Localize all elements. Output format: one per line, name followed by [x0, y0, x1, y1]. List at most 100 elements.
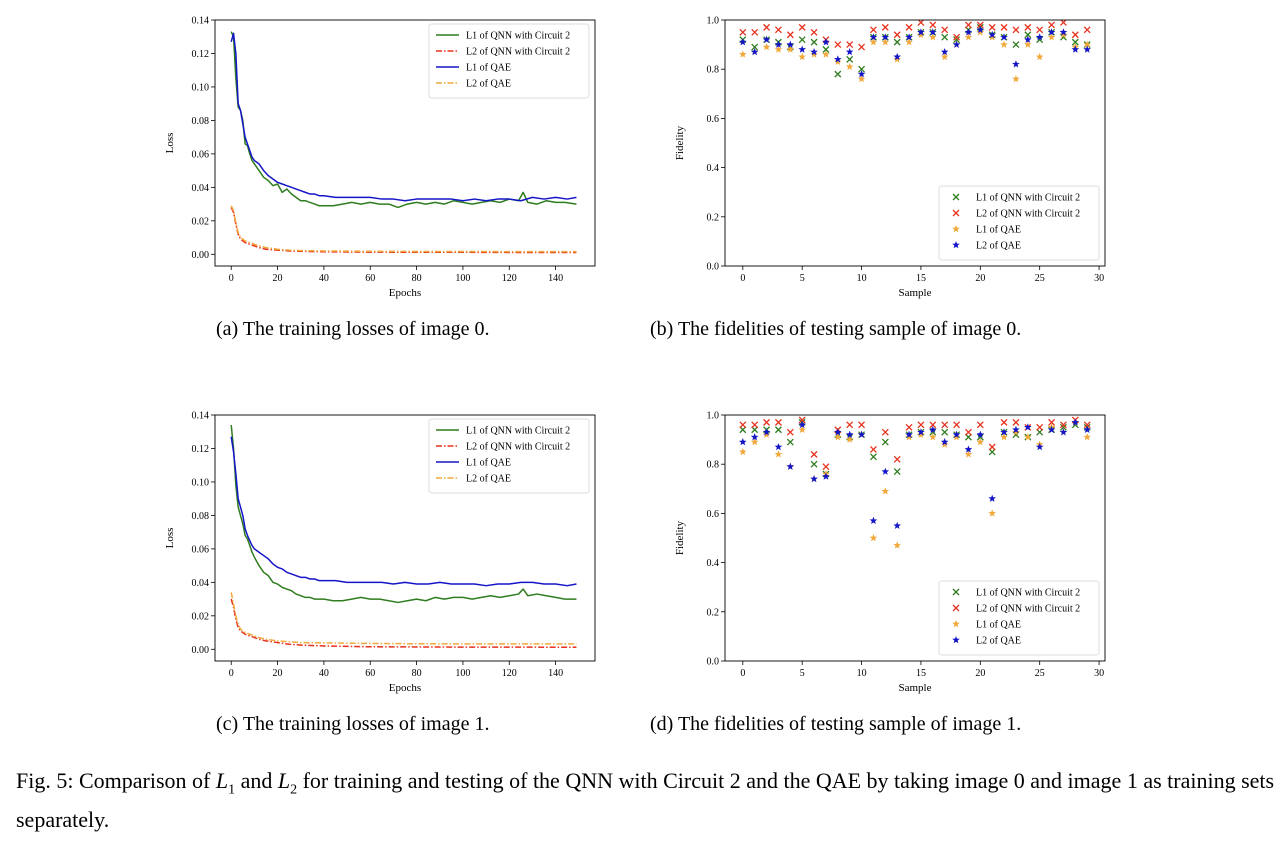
chart-d-series-2-point	[893, 541, 901, 549]
chart-a-training-losses-image-0: 0 20 40 60 80 100 120 140 0.00 0.02 0.04 0.06 0.08 0.…	[164, 16, 596, 299]
chart-b-series-1-point	[798, 23, 806, 31]
figure-caption-symbol-l2: L	[277, 768, 291, 793]
chart-d-series-1-point	[751, 421, 759, 429]
chart-b-series-1-point	[869, 26, 877, 34]
chart-d-series-2-point	[1012, 428, 1020, 436]
chart-b-x-tick-label: 0	[740, 273, 745, 284]
chart-d-series-1-point	[905, 423, 913, 431]
chart-b-x-tick-label: 10	[857, 273, 867, 284]
chart-b-series-1-point	[1024, 23, 1032, 31]
chart-d-series-1-point	[810, 450, 818, 458]
chart-c-x-axis-label: Epochs	[389, 682, 421, 694]
chart-c-x-tick-label: 120	[502, 668, 517, 679]
chart-d-series-0-point	[869, 453, 877, 461]
chart-b-series-2-point	[774, 45, 783, 53]
chart-b-series-2-point	[1035, 52, 1044, 61]
chart-d-series-2-point	[774, 450, 783, 458]
chart-b-x-tick-label: 20	[975, 273, 985, 284]
chart-d-series-1-point	[869, 445, 877, 453]
chart-b-series-2-point	[845, 62, 854, 70]
chart-d-x-tick-label: 30	[1094, 668, 1104, 679]
chart-c-y-tick-label: 0.10	[192, 477, 210, 488]
chart-d-legend-box	[938, 580, 1100, 656]
chart-d-series-3-point	[893, 521, 901, 529]
chart-d-series-2-point	[988, 509, 996, 517]
chart-d-series-1-point	[739, 421, 747, 429]
chart-d-series-2-point	[739, 447, 747, 456]
chart-b-series-0-point	[822, 46, 830, 53]
chart-d-series-3-point	[750, 433, 759, 441]
chart-b-series-3-point	[810, 47, 818, 56]
chart-b-series-0-point	[1036, 36, 1044, 44]
chart-b-series-1-point	[917, 20, 925, 26]
chart-b-series-3-point	[964, 28, 973, 36]
chart-d-y-tick-label: 0.0	[707, 657, 720, 668]
chart-d-series-1-point	[1012, 418, 1020, 426]
chart-b-legend: L1 of QNN with Circuit 2 L2 of QNN with C…	[938, 185, 1100, 261]
chart-d-series-0-point	[988, 448, 996, 456]
caption-b: (b) The fidelities of testing sample of …	[650, 318, 1022, 340]
chart-c-x-tick-label: 140	[548, 668, 563, 679]
chart-b-x-tick-label: 25	[1035, 273, 1045, 284]
chart-b-series-1-point	[893, 31, 901, 39]
chart-d-series-3-point	[917, 428, 925, 436]
chart-d-series-3-point	[810, 474, 818, 483]
chart-d-series-1-point	[1048, 418, 1056, 426]
chart-d-series-0-point	[964, 433, 972, 441]
chart-a-legend-label: L2 of QNN with Circuit 2	[466, 47, 570, 58]
chart-a-y-tick-label: 0.04	[192, 183, 210, 194]
chart-d-series-2-point	[929, 433, 937, 441]
figure-caption-symbol-l2-sub: 2	[290, 782, 298, 798]
chart-d-series-0-point	[1071, 421, 1079, 429]
chart-d-series-2-point	[869, 534, 878, 542]
chart-d-series-0-point	[1036, 428, 1044, 436]
chart-b-series-0-point	[751, 43, 759, 51]
chart-a-legend: L1 of QNN with Circuit 2 L2 of QNN with C…	[428, 23, 590, 99]
chart-c-plot-frame	[214, 414, 596, 662]
chart-d-series-3-point	[952, 430, 961, 438]
chart-d-series-1-point	[798, 416, 806, 424]
chart-b-series-1-point	[976, 21, 984, 29]
chart-d-legend-label: L1 of QNN with Circuit 2	[976, 588, 1080, 599]
caption-a: (a) The training losses of image 0.	[216, 318, 490, 340]
chart-d-series-1-point	[822, 463, 830, 471]
chart-a-y-tick-label: 0.02	[192, 216, 210, 227]
chart-b-series-2-point	[1024, 40, 1032, 48]
chart-d-series-3-point	[1012, 425, 1020, 433]
chart-a-x-tick-label: 0	[229, 273, 234, 284]
chart-b-series-3-point	[1047, 28, 1056, 36]
chart-d-data-layer	[739, 416, 1091, 549]
chart-a-x-tick-label: 60	[365, 273, 375, 284]
chart-b-series-3-point	[952, 40, 961, 48]
chart-a-legend-box	[428, 23, 590, 99]
chart-d-series-1-point	[1083, 421, 1091, 429]
chart-d-series-3-point	[929, 425, 937, 433]
chart-d-x-tick-label: 0	[740, 668, 745, 679]
chart-a-y-tick-label: 0.06	[192, 149, 210, 160]
chart-d-series-3-point	[1024, 423, 1032, 431]
chart-c-legend-label: L2 of QAE	[466, 474, 511, 485]
chart-d-series-0-point	[1059, 423, 1067, 431]
chart-b-series-0-point	[893, 38, 901, 46]
chart-a-y-tick-label: 0.12	[192, 49, 210, 60]
chart-d-series-2-point	[834, 433, 842, 441]
chart-b-series-1-point	[810, 28, 818, 36]
chart-d-x-tick-label: 20	[975, 668, 985, 679]
chart-b-series-2-point	[1059, 30, 1068, 38]
chart-a-x-tick-label: 140	[548, 273, 563, 284]
chart-c-y-axis-label: Loss	[164, 528, 176, 549]
chart-d-legend-swatch	[952, 604, 960, 612]
chart-b-y-tick-label: 1.0	[707, 16, 720, 27]
chart-d-series-3-point	[857, 430, 866, 438]
chart-b-series-1-point	[786, 31, 794, 39]
chart-b-data-layer	[739, 20, 1091, 83]
chart-d-series-2-point	[976, 438, 985, 446]
chart-b-series-3-point	[1012, 60, 1020, 68]
chart-b-series-3-point	[750, 47, 759, 56]
chart-d-series-1-point	[988, 443, 996, 451]
chart-d-series-1-point	[964, 428, 972, 436]
chart-b-series-2-point	[762, 43, 771, 51]
chart-b-series-0-point	[1012, 41, 1020, 49]
chart-a-series-0-line	[230, 31, 577, 209]
chart-d-series-0-point	[976, 433, 984, 441]
